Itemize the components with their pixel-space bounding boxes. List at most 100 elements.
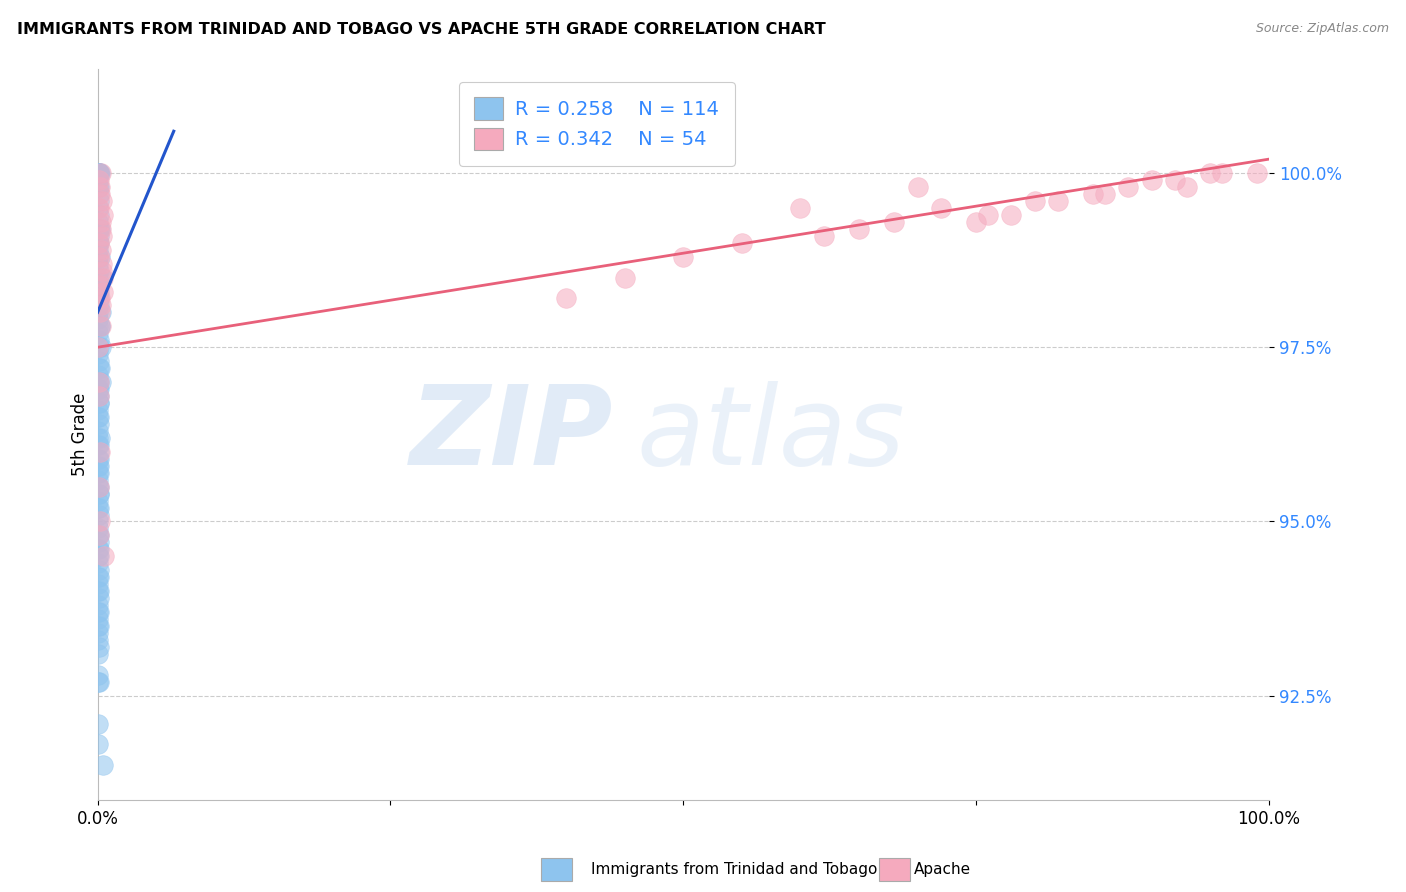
Point xyxy=(87,277,110,292)
Point xyxy=(813,228,835,243)
Point xyxy=(883,215,905,229)
Point xyxy=(90,298,112,312)
Point xyxy=(86,738,108,752)
Point xyxy=(87,584,110,599)
Point xyxy=(789,201,811,215)
Point xyxy=(90,319,112,334)
Point xyxy=(907,180,929,194)
Point xyxy=(87,389,110,403)
Point xyxy=(87,632,110,647)
Point xyxy=(1140,173,1163,187)
Legend: R = 0.258    N = 114, R = 0.342    N = 54: R = 0.258 N = 114, R = 0.342 N = 54 xyxy=(458,82,734,166)
Point xyxy=(87,542,110,557)
Point xyxy=(87,480,110,494)
Point xyxy=(87,194,110,208)
Point xyxy=(89,480,111,494)
Point xyxy=(87,605,110,619)
Point xyxy=(89,166,111,180)
Point xyxy=(87,438,110,452)
Point xyxy=(87,186,110,201)
Point xyxy=(87,431,110,445)
Point xyxy=(87,473,110,487)
Point xyxy=(672,250,695,264)
Y-axis label: 5th Grade: 5th Grade xyxy=(72,392,89,476)
Point xyxy=(87,444,110,458)
Point xyxy=(91,263,114,277)
Point xyxy=(87,577,110,591)
Point xyxy=(91,270,114,285)
Point xyxy=(87,528,110,542)
Point xyxy=(87,535,110,549)
Point xyxy=(1083,186,1105,201)
Point xyxy=(87,208,110,222)
Point xyxy=(89,486,111,500)
Point xyxy=(87,166,110,180)
Point xyxy=(89,166,111,180)
Point xyxy=(1246,166,1268,180)
Point xyxy=(89,235,111,250)
Point xyxy=(90,305,112,319)
Point xyxy=(965,215,987,229)
Point xyxy=(87,409,110,424)
Point xyxy=(87,340,110,354)
Point xyxy=(89,285,111,299)
Point xyxy=(87,298,110,312)
Point xyxy=(89,375,111,389)
Point xyxy=(87,326,110,341)
Point xyxy=(848,221,870,235)
Point xyxy=(89,431,111,445)
Point xyxy=(87,667,110,681)
Point xyxy=(90,270,112,285)
Point xyxy=(977,208,1000,222)
Point xyxy=(90,166,112,180)
Point xyxy=(87,166,110,180)
Text: Immigrants from Trinidad and Tobago: Immigrants from Trinidad and Tobago xyxy=(591,863,877,877)
Point xyxy=(87,396,110,410)
Point xyxy=(87,417,110,431)
Point xyxy=(87,305,110,319)
Point xyxy=(87,466,110,480)
Point xyxy=(1024,194,1046,208)
Point xyxy=(87,235,110,250)
Point xyxy=(87,292,110,306)
Point xyxy=(555,292,578,306)
Point xyxy=(89,375,111,389)
Point xyxy=(87,250,110,264)
Point xyxy=(87,403,110,417)
Point xyxy=(90,221,112,235)
Point xyxy=(87,263,110,277)
Point xyxy=(87,215,110,229)
Point xyxy=(89,619,111,633)
Point xyxy=(87,626,110,640)
Point xyxy=(87,612,110,626)
Point xyxy=(87,458,110,473)
Point xyxy=(87,493,110,508)
Point xyxy=(87,605,110,619)
Point xyxy=(1199,166,1222,180)
Point xyxy=(87,549,110,564)
Point xyxy=(89,201,111,215)
Text: atlas: atlas xyxy=(637,381,905,488)
Point xyxy=(87,508,110,522)
Point xyxy=(87,451,110,466)
Point xyxy=(87,166,110,180)
Text: Apache: Apache xyxy=(914,863,972,877)
Point xyxy=(87,466,110,480)
Point xyxy=(89,361,111,376)
Point xyxy=(87,647,110,661)
Point xyxy=(87,598,110,612)
Point xyxy=(87,173,110,187)
Point xyxy=(87,549,110,564)
Point xyxy=(87,570,110,584)
Point xyxy=(87,375,110,389)
Point xyxy=(87,368,110,383)
Point xyxy=(90,215,112,229)
Point xyxy=(87,640,110,654)
Point xyxy=(87,173,110,187)
Point xyxy=(89,389,111,403)
Point xyxy=(87,180,110,194)
Point xyxy=(91,208,114,222)
Point xyxy=(87,584,110,599)
Point xyxy=(93,285,115,299)
Point xyxy=(1000,208,1022,222)
